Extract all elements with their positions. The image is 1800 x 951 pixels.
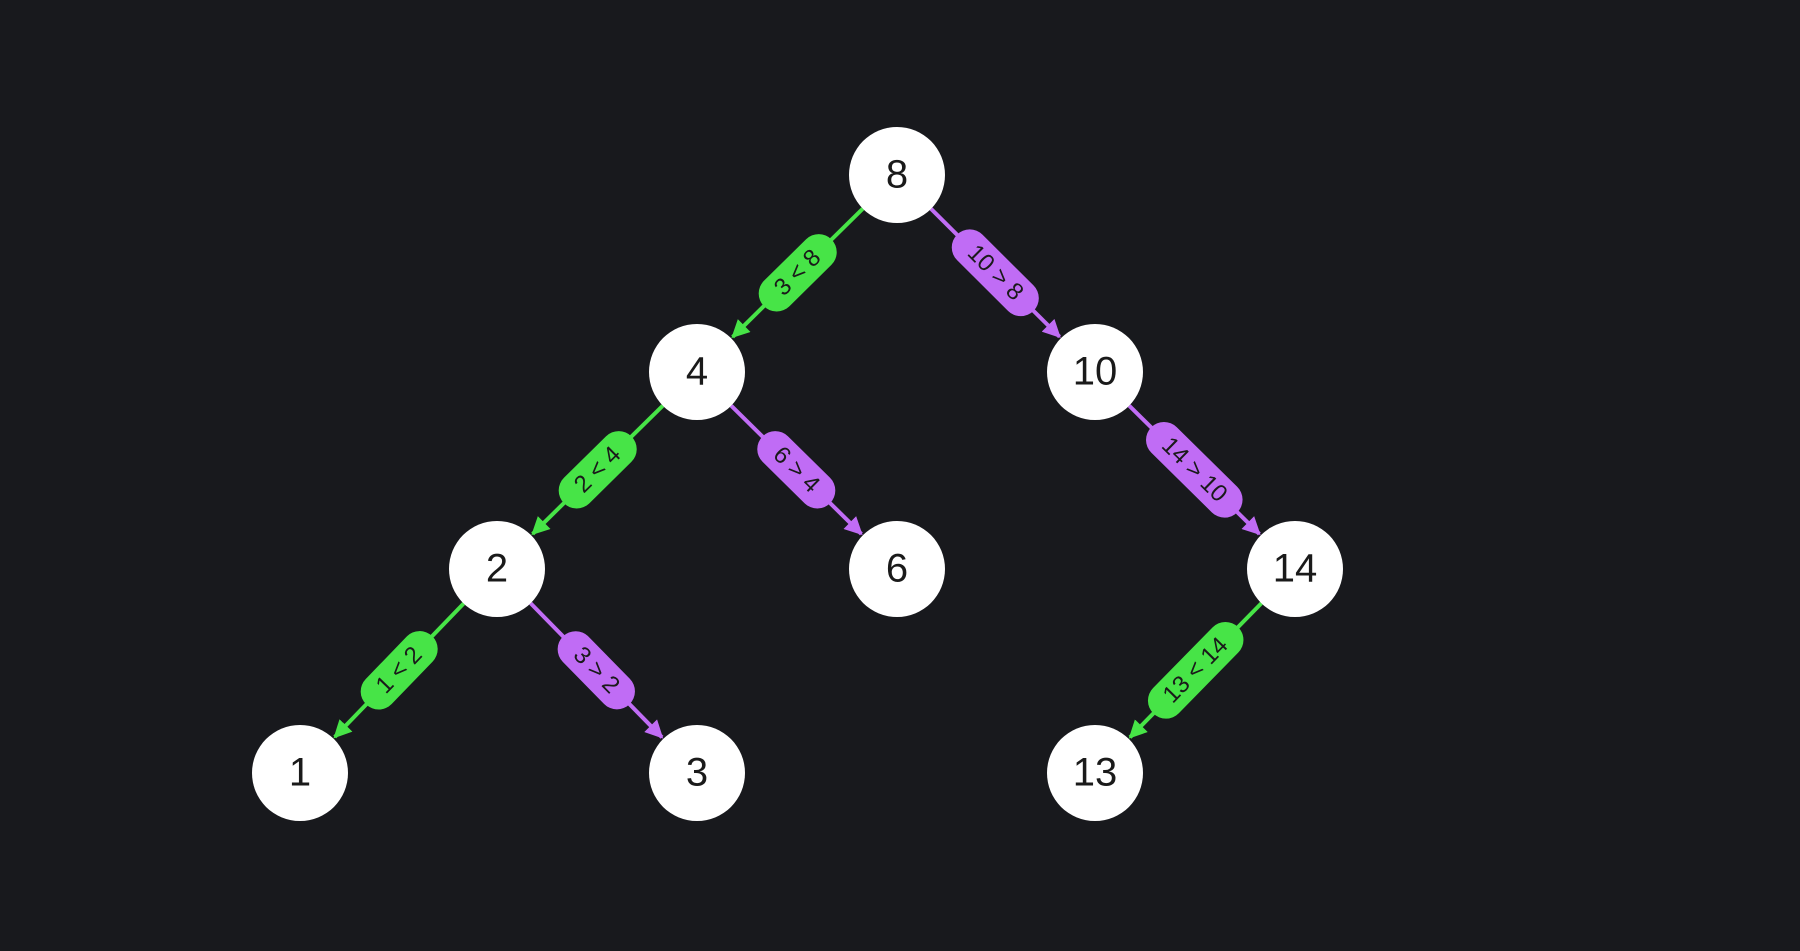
node-value: 6 (886, 547, 908, 591)
tree-node-4: 4 (649, 324, 745, 420)
edge-label-text: 14 > 10 (1156, 432, 1232, 508)
node-circle (849, 521, 945, 617)
edge-n10-n14: 14 > 10 (1127, 404, 1261, 536)
node-value: 10 (1073, 350, 1118, 394)
edge-label-pill: 6 > 4 (757, 431, 836, 509)
tree-node-6: 6 (849, 521, 945, 617)
node-circle (849, 127, 945, 223)
edge-label-pill: 3 < 8 (758, 234, 837, 312)
edge-label-background (951, 229, 1039, 317)
edge-n4-n2: 2 < 4 (531, 404, 665, 536)
edge-label-pill: 3 > 2 (557, 631, 635, 710)
node-circle (1047, 324, 1143, 420)
tree-node-13: 13 (1047, 725, 1143, 821)
edge-label-pill: 10 > 8 (951, 229, 1039, 317)
edge-n8-n10: 10 > 8 (929, 207, 1061, 339)
edge-label-pill: 1 < 2 (360, 631, 438, 710)
edge-n2-n3: 3 > 2 (529, 601, 664, 739)
node-circle (449, 521, 545, 617)
edge-label-background (360, 631, 438, 710)
edge-label-background (1146, 421, 1243, 518)
nodes-layer: 84 102 6 141 3 13 (252, 127, 1343, 821)
edge-label-background (758, 234, 837, 312)
edge-label-text: 13 < 14 (1158, 632, 1234, 709)
edge-n4-n6: 6 > 4 (729, 404, 863, 536)
edge-label-background (757, 431, 836, 509)
edge-n14-n13: 13 < 14 (1128, 601, 1263, 739)
tree-node-14: 14 (1247, 521, 1343, 617)
edge-n8-n4: 3 < 8 (731, 207, 865, 339)
node-value: 14 (1273, 547, 1318, 591)
node-circle (1247, 521, 1343, 617)
edge-label-pill: 2 < 4 (558, 431, 637, 509)
tree-node-2: 2 (449, 521, 545, 617)
edge-label-pill: 14 > 10 (1146, 421, 1243, 518)
node-value: 8 (886, 153, 908, 197)
node-value: 3 (686, 751, 708, 795)
node-value: 4 (686, 350, 708, 394)
node-circle (649, 324, 745, 420)
edge-label-background (557, 631, 635, 710)
tree-node-10: 10 (1047, 324, 1143, 420)
edge-n2-n1: 1 < 2 (333, 602, 466, 739)
node-value: 2 (486, 547, 508, 591)
tree-node-1: 1 (252, 725, 348, 821)
edge-label-pill: 13 < 14 (1147, 621, 1244, 719)
edge-label-background (558, 431, 637, 509)
tree-node-3: 3 (649, 725, 745, 821)
node-value: 1 (289, 751, 311, 795)
edge-label-background (1147, 621, 1244, 719)
node-circle (1047, 725, 1143, 821)
node-circle (649, 725, 745, 821)
node-circle (252, 725, 348, 821)
node-value: 13 (1073, 751, 1118, 795)
edges-layer: 3 < 8 10 > 8 2 < 4 6 > 4 14 > 10 1 < 2 3 > 2 13… (333, 207, 1263, 739)
tree-node-8: 8 (849, 127, 945, 223)
